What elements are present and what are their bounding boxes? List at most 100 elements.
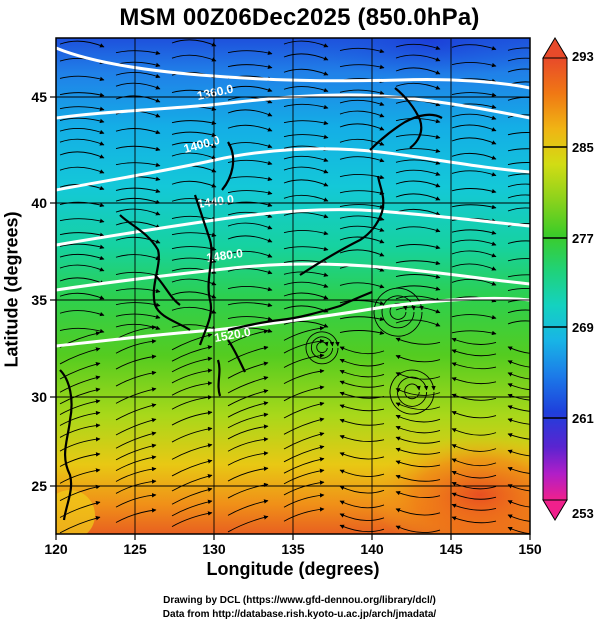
streamline bbox=[339, 249, 385, 257]
streamline bbox=[171, 381, 213, 396]
streamline bbox=[339, 418, 385, 426]
streamline bbox=[59, 232, 105, 238]
streamline bbox=[283, 194, 329, 202]
streamline bbox=[339, 138, 385, 146]
streamline bbox=[227, 235, 273, 243]
streamline bbox=[395, 274, 441, 279]
streamline bbox=[59, 253, 105, 261]
streamline bbox=[59, 201, 105, 208]
streamline-eddy bbox=[373, 287, 424, 337]
streamline bbox=[283, 53, 329, 61]
streamline bbox=[59, 375, 101, 393]
streamline bbox=[171, 180, 217, 188]
streamline bbox=[451, 124, 497, 132]
streamline bbox=[395, 426, 441, 434]
streamline bbox=[507, 207, 530, 212]
colorbar: 293 285 277 269 261 253 bbox=[542, 37, 594, 521]
streamline bbox=[395, 388, 441, 396]
streamline bbox=[115, 236, 161, 244]
streamline bbox=[283, 507, 325, 522]
streamline bbox=[507, 47, 530, 51]
streamline bbox=[227, 376, 269, 394]
streamline bbox=[227, 316, 273, 321]
streamline bbox=[283, 445, 325, 463]
streamline bbox=[171, 356, 213, 373]
streamline bbox=[115, 95, 161, 103]
streamline bbox=[59, 75, 105, 82]
streamline bbox=[395, 306, 441, 314]
x-tick-140: 140 bbox=[360, 541, 384, 557]
streamline bbox=[395, 82, 441, 90]
streamline bbox=[507, 405, 530, 412]
streamline bbox=[283, 353, 325, 368]
x-tick-145: 145 bbox=[439, 541, 463, 557]
streamline bbox=[227, 222, 273, 230]
streamline bbox=[339, 225, 385, 232]
streamline bbox=[507, 194, 530, 199]
streamline bbox=[507, 309, 530, 314]
streamline bbox=[171, 426, 213, 443]
streamline bbox=[283, 326, 325, 341]
streamline bbox=[59, 423, 101, 438]
streamline bbox=[507, 162, 530, 166]
streamline bbox=[59, 218, 105, 224]
streamline bbox=[395, 525, 441, 534]
streamline bbox=[115, 82, 161, 90]
contour-label-1480: 1480.0 bbox=[205, 246, 244, 265]
streamline bbox=[227, 201, 273, 207]
streamline bbox=[227, 190, 273, 195]
streamline bbox=[451, 470, 497, 479]
streamline bbox=[451, 337, 497, 345]
streamline bbox=[59, 347, 101, 365]
streamline bbox=[283, 103, 329, 110]
streamline bbox=[171, 278, 217, 286]
streamline bbox=[507, 183, 530, 188]
streamline bbox=[451, 229, 497, 235]
streamline bbox=[171, 141, 217, 149]
streamline bbox=[171, 232, 217, 238]
streamline bbox=[395, 54, 441, 62]
streamline bbox=[227, 345, 269, 363]
y-axis-label: Latitude (degrees) bbox=[1, 211, 22, 368]
streamline bbox=[59, 399, 101, 416]
wind-streamlines bbox=[59, 39, 530, 534]
streamline bbox=[507, 433, 530, 440]
streamline bbox=[339, 404, 385, 412]
streamline bbox=[283, 292, 329, 300]
streamline bbox=[171, 120, 217, 126]
streamline bbox=[339, 300, 385, 306]
streamline bbox=[451, 503, 497, 511]
streamline bbox=[507, 114, 530, 118]
streamline bbox=[227, 142, 273, 149]
streamline bbox=[507, 274, 530, 278]
credit-drawing: Drawing by DCL (https://www.gfd-dennou.o… bbox=[163, 595, 436, 606]
streamline bbox=[115, 221, 161, 229]
streamline bbox=[451, 393, 497, 401]
streamline bbox=[395, 244, 441, 250]
streamline bbox=[395, 193, 441, 201]
streamline bbox=[395, 337, 441, 345]
streamline bbox=[171, 306, 217, 314]
streamline bbox=[451, 44, 497, 51]
streamline bbox=[451, 113, 497, 120]
streamline bbox=[339, 47, 385, 54]
streamline bbox=[507, 258, 530, 262]
streamline bbox=[395, 285, 441, 291]
streamline bbox=[59, 500, 101, 518]
streamline bbox=[59, 327, 105, 334]
streamline bbox=[283, 134, 329, 139]
streamline bbox=[339, 435, 385, 443]
streamline bbox=[451, 170, 497, 177]
streamline bbox=[227, 286, 273, 292]
streamline bbox=[395, 260, 441, 266]
streamline bbox=[115, 162, 161, 168]
streamline bbox=[59, 410, 101, 426]
streamline bbox=[227, 451, 269, 466]
streamline bbox=[395, 226, 441, 233]
streamline bbox=[283, 40, 329, 48]
streamline bbox=[339, 204, 385, 209]
x-tick-120: 120 bbox=[44, 541, 68, 557]
streamline bbox=[59, 138, 105, 146]
colorbar-tick-261: 261 bbox=[572, 411, 594, 426]
